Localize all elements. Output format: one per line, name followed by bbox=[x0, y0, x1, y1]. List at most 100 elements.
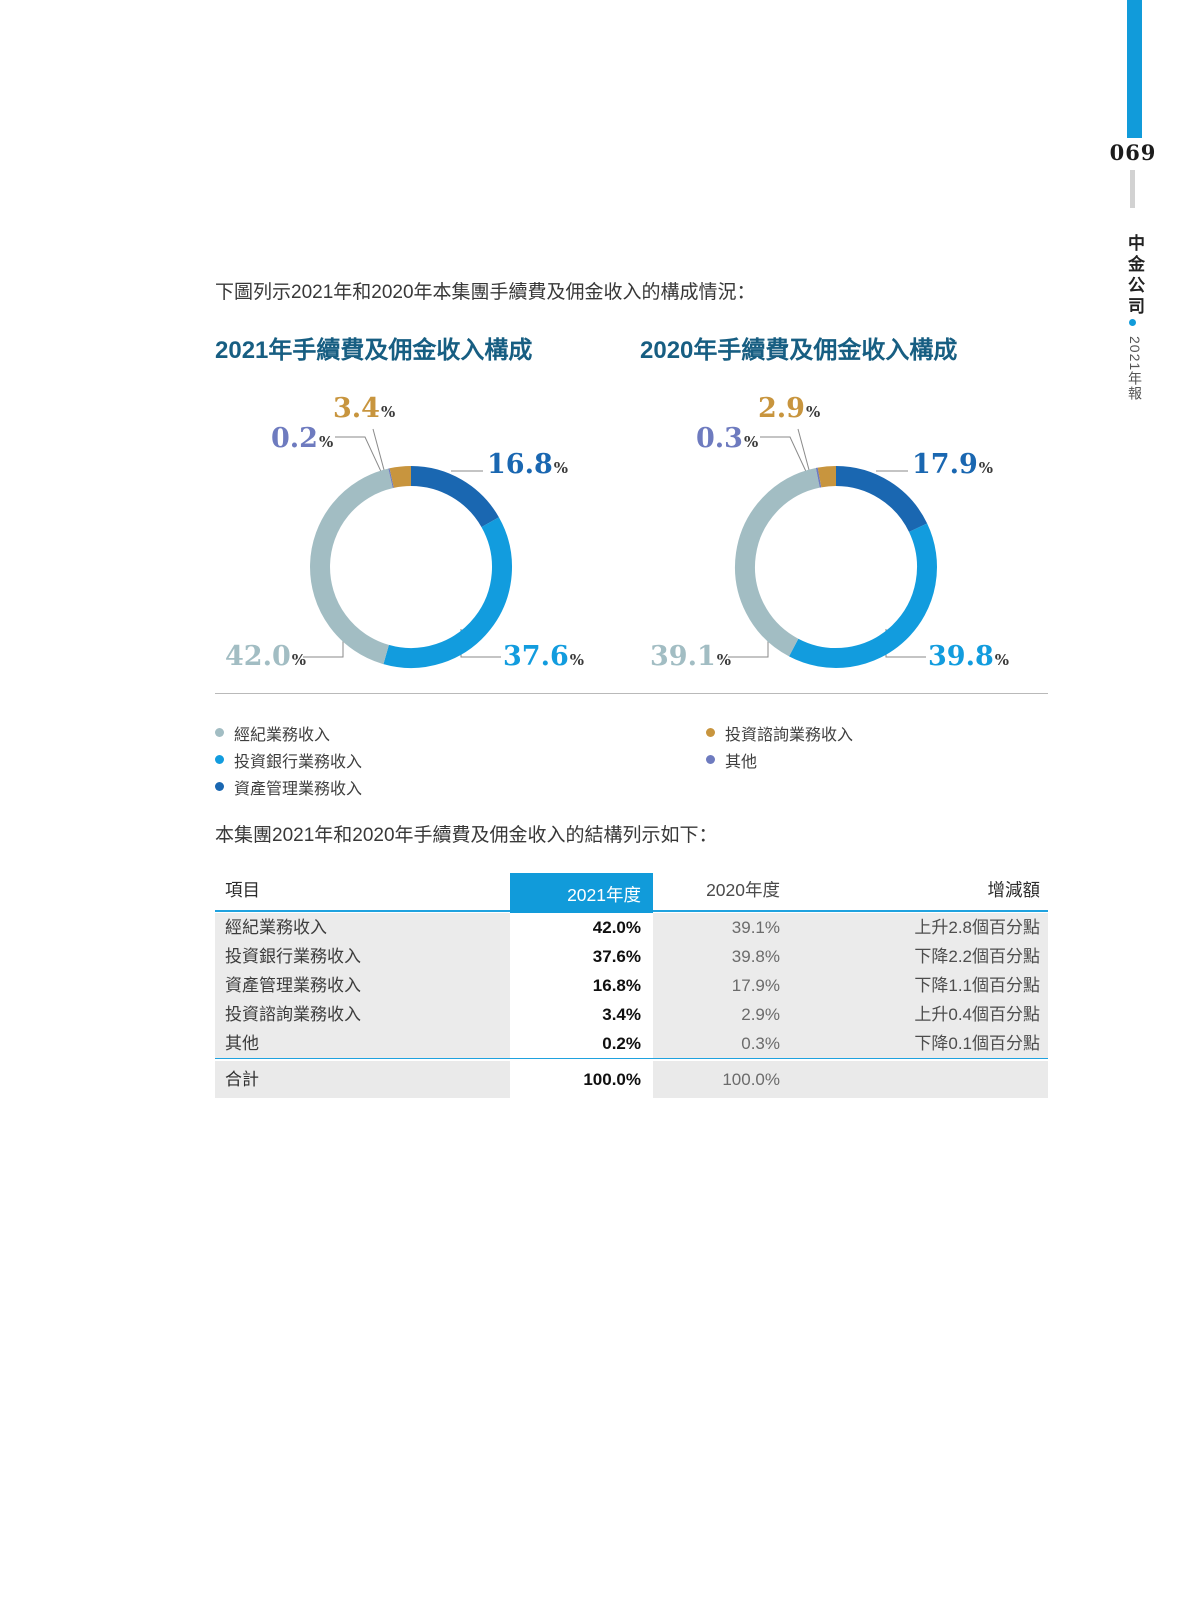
sidebar-company-name: 中金公司 bbox=[1125, 234, 1144, 318]
total-2020-cell: 100.0% bbox=[653, 1061, 785, 1098]
total-item-cell: 合計 bbox=[215, 1061, 510, 1098]
callout-value: 16.8 bbox=[487, 449, 553, 480]
item-cell: 投資諮詢業務收入 bbox=[215, 1000, 510, 1029]
chart-title-2021: 2021年手續費及佣金收入構成 bbox=[215, 337, 533, 364]
horizontal-rule bbox=[215, 693, 1048, 694]
item-cell: 經紀業務收入 bbox=[215, 913, 510, 942]
column-header-2020: 2020年度 bbox=[706, 880, 780, 900]
callout-brokerage: 42.0% bbox=[225, 641, 306, 672]
table-row: 資產管理業務收入 16.8% 17.9% 下降1.1個百分點 bbox=[215, 971, 1048, 1000]
legend-item: 投資銀行業務收入 bbox=[215, 746, 362, 773]
column-header-change: 增減額 bbox=[987, 880, 1041, 900]
donut-segment-bottom-left bbox=[310, 468, 394, 665]
legend-dot-icon bbox=[706, 728, 715, 737]
percent-sign: % bbox=[994, 651, 1010, 669]
callout-others: 0.2% bbox=[271, 423, 333, 454]
legend-label: 經紀業務收入 bbox=[234, 726, 331, 744]
donut-segment-bottom-right bbox=[789, 523, 937, 668]
donut-chart-2021: 3.4% 0.2% 16.8% 42.0% 37.6% bbox=[215, 385, 635, 695]
legend-dot-icon bbox=[215, 728, 224, 737]
percent-sign: % bbox=[569, 651, 585, 669]
percent-sign: % bbox=[716, 651, 732, 669]
percent-sign: % bbox=[978, 459, 994, 477]
item-cell: 其他 bbox=[215, 1029, 510, 1058]
callout-value: 39.1 bbox=[650, 641, 716, 672]
2021-cell: 3.4% bbox=[510, 1000, 653, 1029]
donut-segments bbox=[735, 466, 937, 668]
percent-sign: % bbox=[805, 403, 821, 421]
callout-advisory: 2.9% bbox=[758, 393, 820, 424]
column-header-item: 項目 bbox=[225, 880, 260, 900]
percent-sign: % bbox=[380, 403, 396, 421]
table-header-row: 項目 2021年度 2020年度 增減額 bbox=[215, 870, 1048, 918]
legend-label: 投資銀行業務收入 bbox=[234, 753, 363, 771]
callout-advisory: 3.4% bbox=[333, 393, 395, 424]
legend-dot-icon bbox=[706, 755, 715, 764]
2021-cell: 16.8% bbox=[510, 971, 653, 1000]
callout-asset-mgmt: 17.9% bbox=[912, 449, 993, 480]
donut-segments bbox=[310, 466, 512, 668]
2020-cell: 39.1% bbox=[653, 913, 785, 942]
table-intro-paragraph: 本集團2021年和2020年手續費及佣金收入的結構列示如下： bbox=[215, 825, 718, 846]
callout-value: 0.2 bbox=[271, 423, 318, 454]
total-change-cell bbox=[785, 1061, 1048, 1098]
percent-sign: % bbox=[743, 433, 759, 451]
callout-value: 17.9 bbox=[912, 449, 978, 480]
table-row: 投資銀行業務收入 37.6% 39.8% 下降2.2個百分點 bbox=[215, 942, 1048, 971]
intro-paragraph: 下圖列示2021年和2020年本集團手續費及佣金收入的構成情況： bbox=[215, 282, 756, 303]
change-cell: 下降0.1個百分點 bbox=[785, 1029, 1048, 1058]
chart-legend-right: 投資諮詢業務收入其他 bbox=[706, 719, 853, 773]
2020-cell: 0.3% bbox=[653, 1029, 785, 1058]
callout-value: 39.8 bbox=[928, 641, 994, 672]
percent-sign: % bbox=[318, 433, 334, 451]
2020-cell: 17.9% bbox=[653, 971, 785, 1000]
table-total-row: 合計 100.0% 100.0% bbox=[215, 1061, 1048, 1098]
callout-value: 2.9 bbox=[758, 393, 805, 424]
donut-segment-top bbox=[817, 466, 837, 488]
table-body: 經紀業務收入 42.0% 39.1% 上升2.8個百分點 投資銀行業務收入 37.6% 39… bbox=[215, 913, 1048, 1058]
change-cell: 上升2.8個百分點 bbox=[785, 913, 1048, 942]
legend-item: 投資諮詢業務收入 bbox=[706, 719, 853, 746]
donut-svg bbox=[728, 428, 937, 668]
legend-label: 其他 bbox=[725, 753, 758, 771]
sidebar-bullet-dot bbox=[1129, 319, 1136, 326]
callout-brokerage: 39.1% bbox=[650, 641, 731, 672]
column-header-2021: 2021年度 bbox=[510, 873, 653, 918]
legend-item: 經紀業務收入 bbox=[215, 719, 362, 746]
callout-inv-banking: 39.8% bbox=[928, 641, 1009, 672]
sidebar-accent-bar bbox=[1127, 0, 1142, 138]
donut-segment-bottom-left bbox=[735, 468, 821, 657]
percent-sign: % bbox=[291, 651, 307, 669]
callout-asset-mgmt: 16.8% bbox=[487, 449, 568, 480]
callout-others: 0.3% bbox=[696, 423, 758, 454]
callout-value: 37.6 bbox=[503, 641, 569, 672]
callout-value: 42.0 bbox=[225, 641, 291, 672]
donut-segment-top bbox=[389, 466, 412, 488]
legend-dot-icon bbox=[215, 755, 224, 764]
callout-inv-banking: 37.6% bbox=[503, 641, 584, 672]
change-cell: 下降1.1個百分點 bbox=[785, 971, 1048, 1000]
donut-chart-2020: 2.9% 0.3% 17.9% 39.1% 39.8% bbox=[640, 385, 1060, 695]
chart-title-2020: 2020年手續費及佣金收入構成 bbox=[640, 337, 958, 364]
donut-segment-bottom-right bbox=[383, 517, 512, 668]
total-2021-cell: 100.0% bbox=[510, 1061, 653, 1098]
donut-segment-right bbox=[835, 466, 928, 533]
legend-item: 其他 bbox=[706, 746, 853, 773]
table-row: 投資諮詢業務收入 3.4% 2.9% 上升0.4個百分點 bbox=[215, 1000, 1048, 1029]
2020-cell: 39.8% bbox=[653, 942, 785, 971]
sidebar-report-title: 2021年報 bbox=[1127, 336, 1143, 402]
change-cell: 上升0.4個百分點 bbox=[785, 1000, 1048, 1029]
2020-cell: 2.9% bbox=[653, 1000, 785, 1029]
item-cell: 資產管理業務收入 bbox=[215, 971, 510, 1000]
2021-cell: 42.0% bbox=[510, 913, 653, 942]
item-cell: 投資銀行業務收入 bbox=[215, 942, 510, 971]
sidebar-tick-line bbox=[1130, 170, 1135, 208]
table-row: 合計 100.0% 100.0% bbox=[215, 1061, 1048, 1098]
legend-item: 資產管理業務收入 bbox=[215, 773, 362, 800]
legend-label: 資產管理業務收入 bbox=[234, 780, 363, 798]
donut-svg bbox=[303, 428, 512, 668]
table-row: 經紀業務收入 42.0% 39.1% 上升2.8個百分點 bbox=[215, 913, 1048, 942]
legend-dot-icon bbox=[215, 782, 224, 791]
page-number: 069 bbox=[1109, 140, 1157, 165]
